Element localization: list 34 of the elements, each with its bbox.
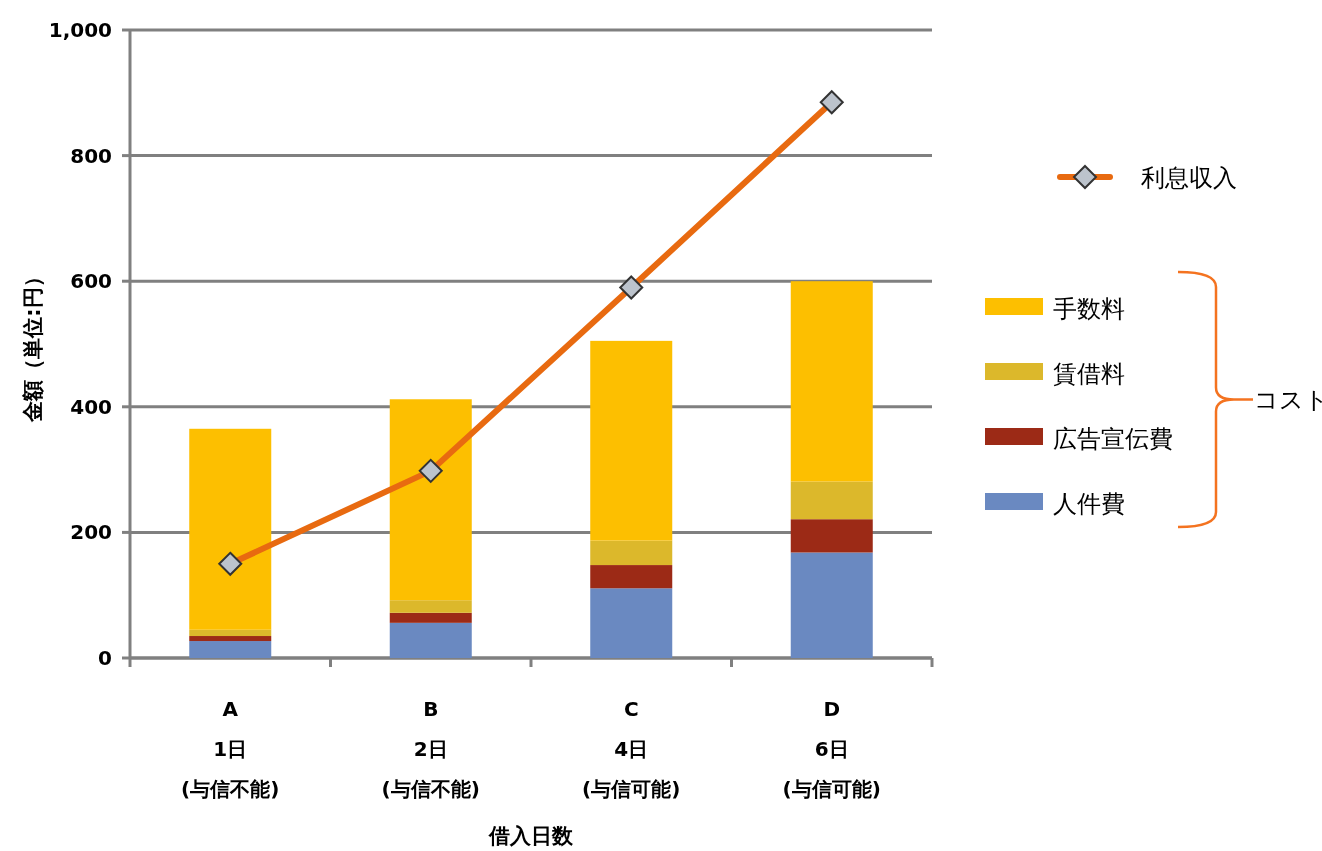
bar [790, 481, 873, 520]
y-tick-label: 400 [70, 394, 112, 419]
bar [389, 399, 472, 601]
bar [790, 519, 873, 553]
legend-label: 人件費 [1053, 490, 1125, 518]
bar [189, 629, 272, 637]
legend-label: 利息収入 [1141, 164, 1237, 192]
x-axis-title: 借入日数 [488, 824, 574, 848]
legend-label: 賃借料 [1053, 360, 1125, 388]
bar [389, 612, 472, 623]
y-tick-label: 600 [70, 269, 112, 294]
y-tick-label: 0 [98, 646, 112, 670]
bar [790, 552, 873, 658]
bar [389, 600, 472, 613]
x-tick-label: A 1日 (与信不能) [181, 697, 280, 801]
bar [590, 540, 673, 566]
x-tick-label: C 4日 (与信可能) [582, 697, 681, 801]
bar [590, 340, 673, 541]
bar [189, 636, 272, 642]
y-axis-title: 金額（単位:円） [21, 266, 45, 423]
y-tick-label: 800 [70, 143, 112, 168]
bar [590, 588, 673, 658]
text: コスト [1254, 386, 1322, 414]
bar [590, 565, 673, 589]
x-tick-label: D 6日 (与信可能) [782, 697, 881, 801]
bar [790, 281, 873, 482]
y-tick-label: 200 [70, 520, 112, 545]
bar [189, 641, 272, 658]
bar [189, 428, 272, 630]
legend-label: 手数料 [1053, 295, 1125, 323]
x-tick-label: B 2日 (与信不能) [381, 697, 480, 801]
bar [389, 622, 472, 658]
y-tick-label: 1,000 [48, 18, 112, 42]
legend-label: 広告宣伝費 [1053, 425, 1173, 453]
